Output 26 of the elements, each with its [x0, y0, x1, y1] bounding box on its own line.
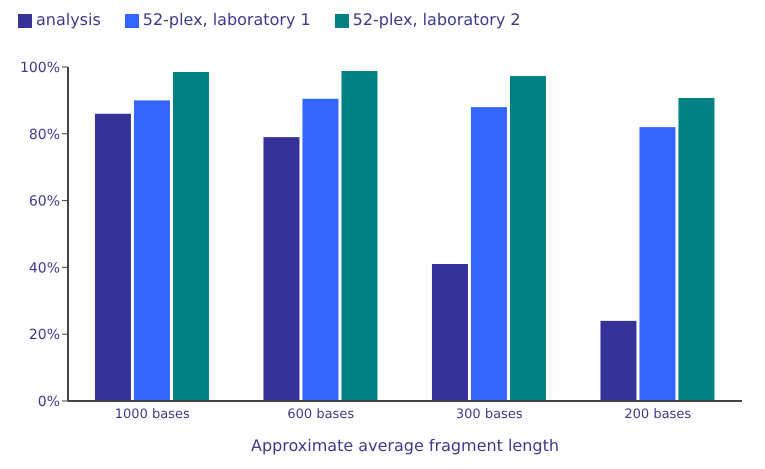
bar [134, 100, 170, 401]
x-tick-label: 300 bases [456, 407, 523, 422]
bar [341, 71, 378, 401]
bar [302, 98, 338, 401]
y-tick-label: 40% [28, 260, 60, 276]
bar [510, 76, 546, 401]
y-tick-label: 0% [38, 394, 60, 410]
y-tick-label: 60% [28, 194, 60, 210]
bar [172, 72, 209, 401]
bar [639, 127, 676, 401]
bar [470, 107, 507, 401]
bar [432, 264, 468, 401]
x-tick-label: 1000 bases [114, 407, 190, 422]
x-tick-label: 200 bases [624, 407, 692, 422]
x-tick-label: 600 bases [287, 407, 354, 422]
bar [94, 114, 131, 401]
legend-label: 52-plex, laboratory 1 [142, 10, 311, 29]
y-tick-label: 80% [28, 126, 60, 143]
bar [263, 137, 300, 401]
legend-label: 52-plex, laboratory 2 [352, 10, 521, 29]
x-axis-title: Approximate average fragment length [251, 436, 559, 455]
y-tick-label: 100% [20, 60, 60, 76]
legend-label: analysis [36, 10, 101, 29]
bar [678, 98, 714, 401]
bar [600, 320, 636, 401]
y-tick-label: 20% [28, 327, 60, 344]
